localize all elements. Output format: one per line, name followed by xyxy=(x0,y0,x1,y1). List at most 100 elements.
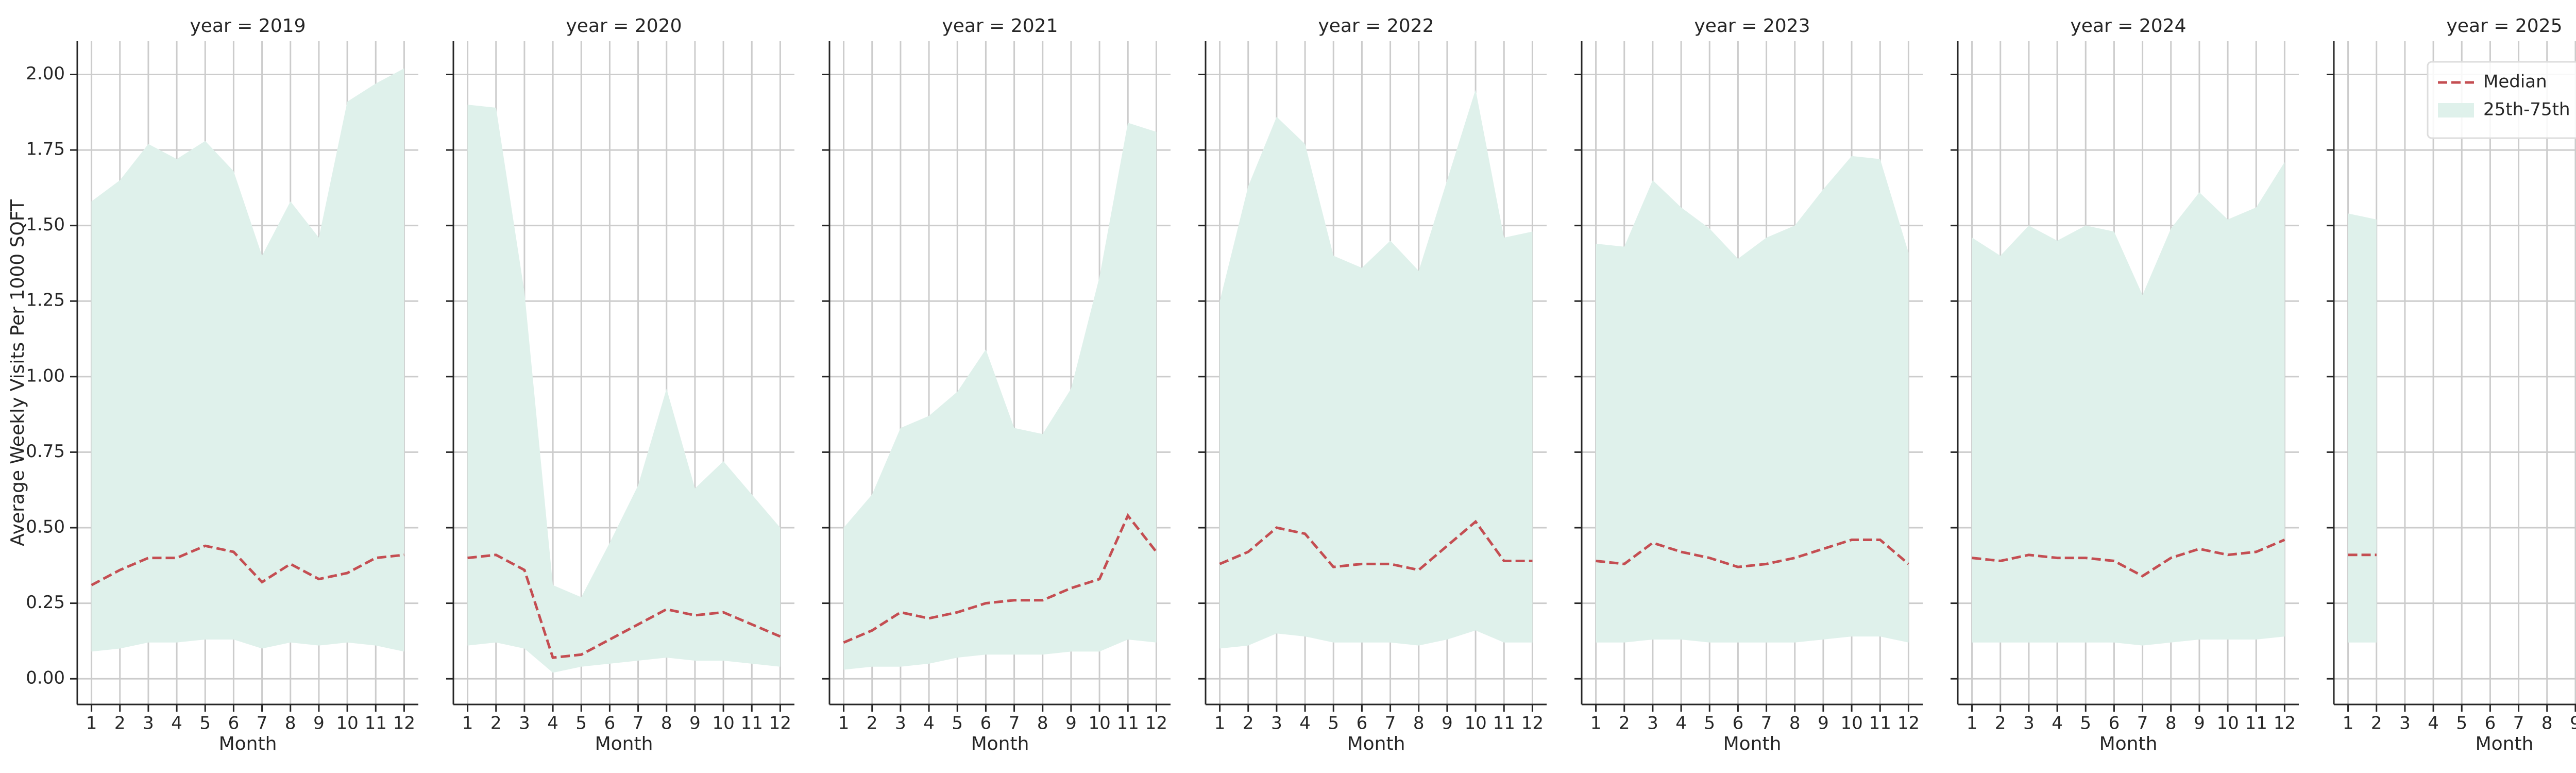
x-tick-label: 1 xyxy=(1214,713,1226,734)
x-tick-label: 5 xyxy=(2080,713,2091,734)
x-tick-label: 5 xyxy=(952,713,963,734)
x-tick-label: 11 xyxy=(365,713,387,734)
x-tick-label: 11 xyxy=(741,713,763,734)
percentile-band xyxy=(2348,213,2377,643)
x-tick-label: 4 xyxy=(1299,713,1311,734)
median-line xyxy=(467,553,781,659)
x-tick-label: 3 xyxy=(1271,713,1282,734)
x-tick-label: 8 xyxy=(2541,713,2553,734)
x-tick-label: 3 xyxy=(2023,713,2035,734)
x-tick-label: 12 xyxy=(769,713,791,734)
x-tick-label: 2 xyxy=(490,713,502,734)
x-tick-label: 7 xyxy=(633,713,644,734)
x-tick-label: 8 xyxy=(1413,713,1425,734)
percentile-band xyxy=(467,105,781,673)
x-tick-label: 7 xyxy=(2137,713,2148,734)
x-tick-label: 10 xyxy=(1464,713,1486,734)
x-tick-label: 2 xyxy=(2371,713,2382,734)
y-tick-label: 0.75 xyxy=(26,441,65,462)
x-tick-label: 5 xyxy=(199,713,211,734)
x-tick-label: 6 xyxy=(1733,713,1744,734)
x-tick-label: 3 xyxy=(519,713,530,734)
x-tick-label: 2 xyxy=(1995,713,2006,734)
x-tick-label: 5 xyxy=(575,713,587,734)
x-tick-label: 1 xyxy=(2343,713,2354,734)
y-tick-label: 1.75 xyxy=(26,139,65,160)
x-tick-label: 4 xyxy=(171,713,182,734)
x-tick-label: 8 xyxy=(1789,713,1801,734)
facet: year = 2025123456789101112MonthMedian25t… xyxy=(2327,15,2576,754)
facet-title: year = 2021 xyxy=(942,15,1058,37)
x-tick-label: 2 xyxy=(114,713,126,734)
x-tick-label: 1 xyxy=(1590,713,1602,734)
x-tick-label: 4 xyxy=(923,713,935,734)
x-axis-label: Month xyxy=(1347,733,1405,754)
x-tick-label: 4 xyxy=(547,713,558,734)
percentile-band xyxy=(1972,162,2285,646)
y-tick-label: 1.50 xyxy=(26,214,65,235)
x-tick-label: 6 xyxy=(604,713,616,734)
x-tick-label: 8 xyxy=(1037,713,1048,734)
x-tick-label: 12 xyxy=(393,713,415,734)
legend-patch xyxy=(2438,103,2474,117)
x-tick-label: 3 xyxy=(2399,713,2411,734)
median-line xyxy=(1219,519,1533,572)
facet-title: year = 2025 xyxy=(2447,15,2563,37)
percentile-band xyxy=(1596,156,1909,643)
percentile-band xyxy=(91,68,404,652)
y-tick-label: 0.00 xyxy=(26,668,65,688)
x-tick-label: 10 xyxy=(2216,713,2239,734)
x-tick-label: 6 xyxy=(228,713,240,734)
x-tick-label: 10 xyxy=(1840,713,1862,734)
x-tick-label: 1 xyxy=(838,713,850,734)
facet-title: year = 2024 xyxy=(2071,15,2187,37)
median-line xyxy=(91,544,404,586)
x-tick-label: 9 xyxy=(313,713,325,734)
x-tick-label: 12 xyxy=(1145,713,1167,734)
median-line xyxy=(1596,538,1910,568)
x-tick-label: 4 xyxy=(1675,713,1687,734)
x-tick-label: 1 xyxy=(86,713,97,734)
x-axis-label: Month xyxy=(1723,733,1782,754)
x-tick-label: 12 xyxy=(2274,713,2296,734)
x-tick-label: 3 xyxy=(1647,713,1658,734)
median-line xyxy=(843,513,1158,644)
x-tick-label: 2 xyxy=(867,713,878,734)
x-tick-label: 9 xyxy=(1818,713,1829,734)
x-tick-label: 9 xyxy=(1065,713,1077,734)
x-tick-label: 7 xyxy=(1009,713,1020,734)
facet-title: year = 2022 xyxy=(1318,15,1434,37)
x-tick-label: 9 xyxy=(2194,713,2205,734)
y-tick-label: 0.25 xyxy=(26,592,65,613)
x-axis-label: Month xyxy=(971,733,1029,754)
x-tick-label: 11 xyxy=(2245,713,2267,734)
x-tick-label: 11 xyxy=(1869,713,1891,734)
x-tick-label: 12 xyxy=(1897,713,1920,734)
x-tick-label: 3 xyxy=(895,713,906,734)
legend-label: 25th-75th Percentile xyxy=(2483,99,2576,120)
x-tick-label: 6 xyxy=(2485,713,2496,734)
x-axis-label: Month xyxy=(595,733,653,754)
y-axis-label: Average Weekly Visits Per 1000 SQFT xyxy=(7,199,28,546)
x-tick-label: 6 xyxy=(2109,713,2120,734)
y-tick-label: 1.00 xyxy=(26,365,65,386)
facet-title: year = 2019 xyxy=(190,15,306,37)
x-tick-label: 2 xyxy=(1243,713,1254,734)
x-axis-label: Month xyxy=(2476,733,2534,754)
x-tick-label: 5 xyxy=(1328,713,1339,734)
x-tick-label: 1 xyxy=(462,713,473,734)
x-tick-label: 12 xyxy=(1521,713,1544,734)
median-line xyxy=(1972,539,2285,578)
x-axis-label: Month xyxy=(2099,733,2158,754)
x-tick-label: 10 xyxy=(336,713,358,734)
x-tick-label: 4 xyxy=(2052,713,2063,734)
facet-title: year = 2023 xyxy=(1694,15,1810,37)
x-tick-label: 10 xyxy=(712,713,734,734)
x-tick-label: 11 xyxy=(1493,713,1515,734)
x-tick-label: 7 xyxy=(2513,713,2524,734)
